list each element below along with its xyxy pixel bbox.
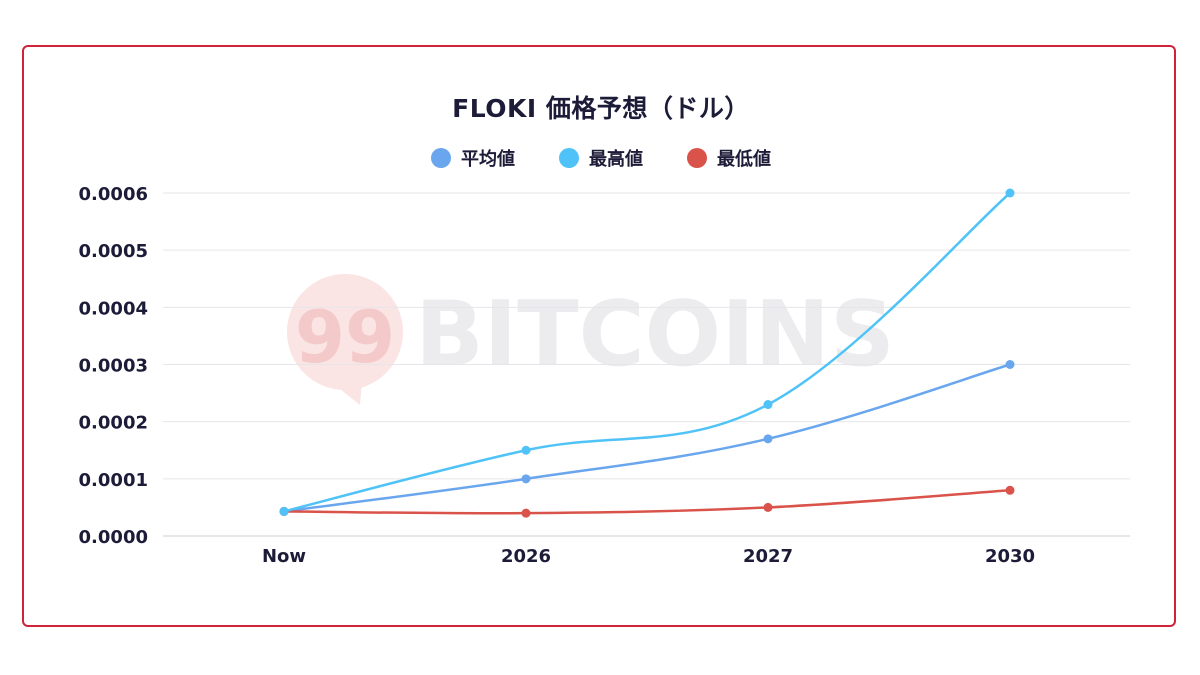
y-tick-label: 0.0004 <box>79 298 148 319</box>
y-tick-label: 0.0005 <box>79 241 148 262</box>
y-tick-label: 0.0006 <box>79 184 148 205</box>
chart-legend: 平均値 最高値 最低値 <box>24 145 1178 171</box>
legend-item[interactable]: 平均値 <box>431 145 515 171</box>
legend-label: 最高値 <box>589 149 643 170</box>
data-point[interactable] <box>763 434 773 444</box>
watermark-logo-tail <box>335 380 362 405</box>
x-tick-labels: Now 2026 2027 2030 <box>262 546 1035 567</box>
chart-title: FLOKI 価格予想（ドル） <box>452 94 750 123</box>
legend-swatch <box>559 148 579 168</box>
x-tick-label: Now <box>262 546 306 567</box>
data-point[interactable] <box>521 445 531 455</box>
data-point[interactable] <box>521 508 531 518</box>
series-lines <box>279 188 1015 518</box>
legend-label: 平均値 <box>461 149 515 170</box>
legend-item[interactable]: 最低値 <box>687 145 771 171</box>
data-point[interactable] <box>763 502 773 512</box>
chart-frame: FLOKI 価格予想（ドル） 平均値 最高値 最低値 <box>22 45 1176 627</box>
y-tick-label: 0.0001 <box>79 470 148 491</box>
data-point[interactable] <box>279 506 289 516</box>
y-tick-label: 0.0000 <box>79 527 148 548</box>
y-tick-label: 0.0002 <box>79 413 148 434</box>
data-point[interactable] <box>1005 188 1015 198</box>
grid-lines <box>163 192 1130 537</box>
legend-swatch <box>687 148 707 168</box>
y-tick-labels: 0.0000 0.0001 0.0002 0.0003 0.0004 0.0005 0.00… <box>79 184 148 548</box>
series-line <box>283 489 1011 515</box>
data-point[interactable] <box>521 474 531 484</box>
watermark: 99 BITCOINS <box>287 274 895 405</box>
x-tick-label: 2030 <box>985 546 1035 567</box>
series-line <box>283 363 1011 513</box>
x-tick-label: 2026 <box>501 546 551 567</box>
data-point[interactable] <box>1005 360 1015 369</box>
legend-item[interactable]: 最高値 <box>559 145 643 171</box>
legend-label: 最低値 <box>717 149 771 170</box>
data-point[interactable] <box>1005 485 1015 495</box>
watermark-logo-text: BITCOINS <box>415 282 895 387</box>
y-tick-label: 0.0003 <box>79 356 148 377</box>
watermark-logo-circle <box>287 274 403 390</box>
data-point[interactable] <box>763 400 773 410</box>
x-tick-label: 2027 <box>743 546 793 567</box>
legend-swatch <box>431 148 451 168</box>
series-line <box>283 192 1011 513</box>
